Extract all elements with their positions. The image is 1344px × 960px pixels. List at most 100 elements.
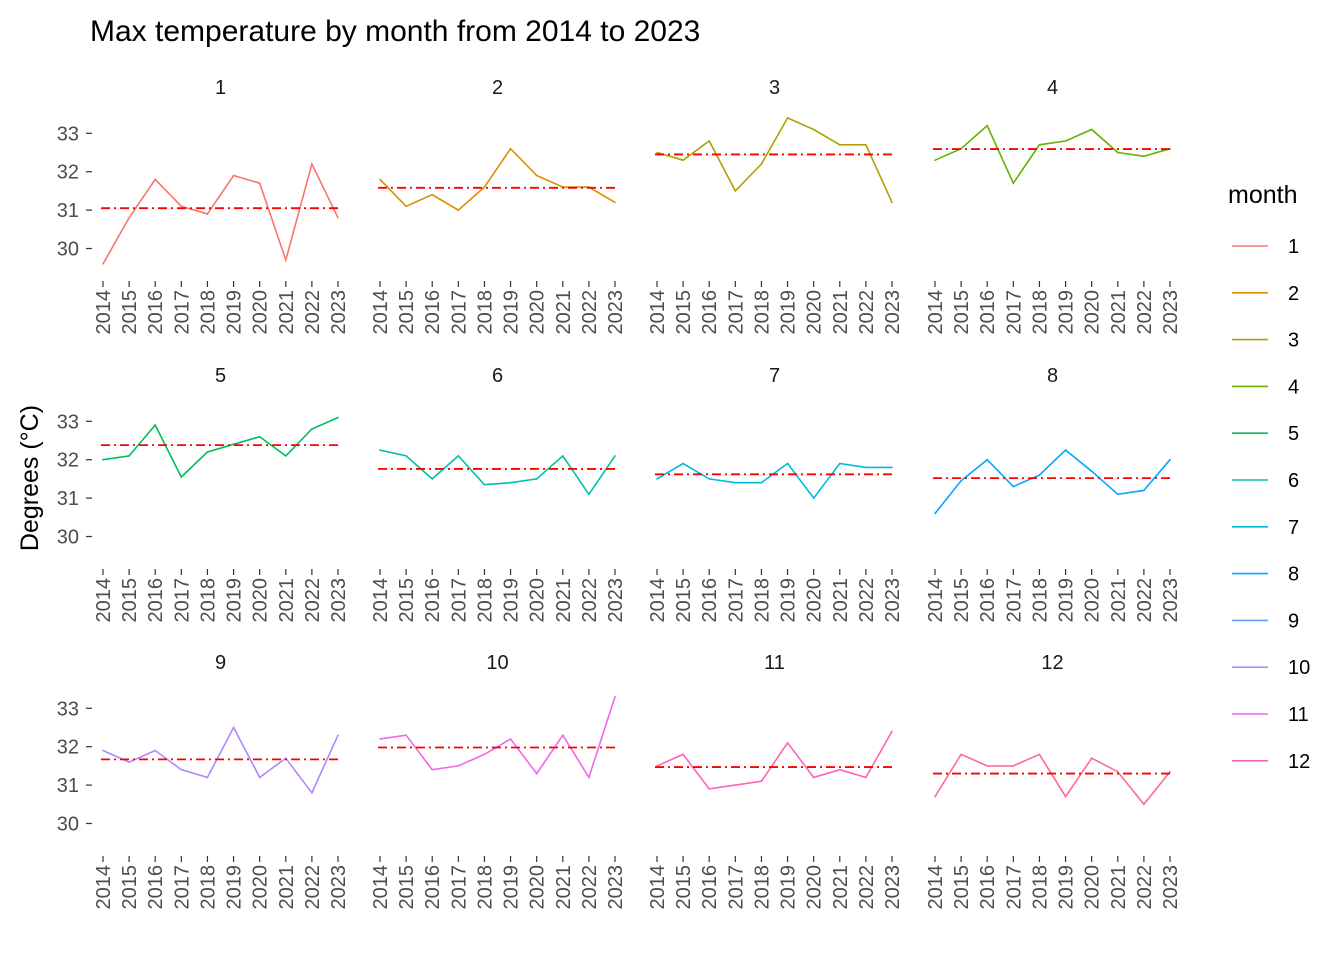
panel-month-12: 12 2014 2015 2016 2017 2018 2019 2020 2021 2022 20… <box>925 652 1182 910</box>
panel-month-2: 2 2014 2015 2016 2017 2018 2019 2020 2021 2022 202… <box>370 77 627 335</box>
legend-label: 4 <box>1288 376 1299 398</box>
x-tick-label: 2023 <box>1160 578 1182 623</box>
data-point <box>379 738 381 740</box>
x-tick-label: 2020 <box>250 578 272 623</box>
data-point <box>509 738 512 740</box>
y-tick-label: 33 <box>57 411 79 433</box>
data-point <box>812 497 815 499</box>
x-tick-label: 2023 <box>605 290 627 335</box>
x-tick-label: 2015 <box>396 290 418 335</box>
panel-strip-label: 9 <box>215 652 226 674</box>
data-point <box>206 776 209 779</box>
data-point <box>891 730 893 733</box>
data-point <box>405 455 407 457</box>
x-tick-label: 2015 <box>951 578 973 623</box>
series-line-month-8 <box>934 449 1171 514</box>
x-tick-label: 2015 <box>673 865 695 910</box>
x-tick-label: 2018 <box>197 578 219 623</box>
y-tick-label: 33 <box>57 123 79 145</box>
x-tick-label: 2022 <box>579 578 601 623</box>
data-point <box>206 213 209 215</box>
data-point <box>760 481 763 484</box>
x-tick-label: 2017 <box>171 865 193 910</box>
x-tick-label: 2019 <box>224 865 246 910</box>
data-point <box>258 776 261 779</box>
data-point <box>311 791 313 794</box>
data-point <box>102 263 104 265</box>
data-point <box>379 178 381 181</box>
x-tick-label: 2014 <box>370 865 392 910</box>
x-tick-label: 2019 <box>224 290 246 335</box>
data-point <box>1169 770 1171 773</box>
x-tick-label: 2021 <box>553 290 575 335</box>
data-point <box>656 151 658 154</box>
x-tick-label: 2021 <box>1108 578 1130 623</box>
x-tick-label: 2022 <box>856 290 878 335</box>
x-tick-label: 2015 <box>673 578 695 623</box>
x-tick-label: 2019 <box>778 290 800 335</box>
x-tick-label: 2021 <box>1108 290 1130 335</box>
x-tick-label: 2023 <box>605 865 627 910</box>
data-point <box>708 788 711 790</box>
chart-title: Max temperature by month from 2014 to 20… <box>90 15 700 48</box>
data-point <box>483 186 486 188</box>
data-point <box>405 734 407 736</box>
data-point <box>1012 765 1015 767</box>
data-point <box>1116 493 1119 496</box>
x-tick-label: 2020 <box>804 578 826 623</box>
x-tick-label: 2023 <box>882 290 904 335</box>
x-tick-label: 2022 <box>579 865 601 910</box>
x-tick-label: 2017 <box>725 865 747 910</box>
x-tick-label: 2022 <box>1134 290 1156 335</box>
data-point <box>682 753 684 756</box>
data-point <box>509 481 512 484</box>
legend-label: 3 <box>1288 330 1299 352</box>
x-tick-label: 2019 <box>224 578 246 623</box>
panel-strip-label: 2 <box>492 77 503 99</box>
data-point <box>379 449 381 451</box>
data-point <box>1038 753 1041 756</box>
data-point <box>258 435 261 438</box>
x-tick-label: 2022 <box>302 865 324 910</box>
panel-strip-label: 1 <box>215 77 226 99</box>
panel-month-11: 11 2014 2015 2016 2017 2018 2019 2020 2021 2022 20… <box>647 652 904 910</box>
x-tick-label: 2020 <box>527 290 549 335</box>
x-tick-label: 2019 <box>1056 578 1078 623</box>
x-tick-label: 2020 <box>527 865 549 910</box>
panel-strip-label: 3 <box>769 77 780 99</box>
x-tick-label: 2020 <box>804 865 826 910</box>
data-point <box>102 749 104 752</box>
x-tick-label: 2015 <box>396 865 418 910</box>
data-point <box>682 159 684 161</box>
x-tick-label: 2015 <box>119 290 141 335</box>
x-tick-label: 2023 <box>605 578 627 623</box>
x-tick-label: 2023 <box>328 865 350 910</box>
data-point <box>656 478 658 480</box>
data-point <box>708 140 711 142</box>
x-tick-label: 2021 <box>553 865 575 910</box>
legend-label: 7 <box>1288 517 1299 539</box>
data-point <box>708 478 711 480</box>
x-tick-label: 2020 <box>250 865 272 910</box>
panel-month-8: 8 2014 2015 2016 2017 2018 2019 2020 2021 2022 202… <box>925 365 1182 623</box>
data-point <box>535 174 538 177</box>
data-point <box>934 512 936 515</box>
data-point <box>457 209 460 211</box>
x-tick-label: 2016 <box>977 578 999 623</box>
x-tick-label: 2018 <box>474 290 496 335</box>
data-point <box>1064 795 1067 798</box>
x-tick-label: 2016 <box>422 865 444 910</box>
x-tick-label: 2017 <box>448 578 470 623</box>
data-point <box>128 761 130 763</box>
x-tick-label: 2014 <box>370 578 392 623</box>
data-point <box>891 466 893 469</box>
x-tick-label: 2014 <box>647 290 669 335</box>
series-line-month-6 <box>379 449 616 496</box>
data-point <box>960 753 962 756</box>
x-tick-label: 2014 <box>925 578 947 623</box>
data-point <box>535 478 538 480</box>
data-point <box>838 768 841 771</box>
x-tick-label: 2022 <box>302 290 324 335</box>
